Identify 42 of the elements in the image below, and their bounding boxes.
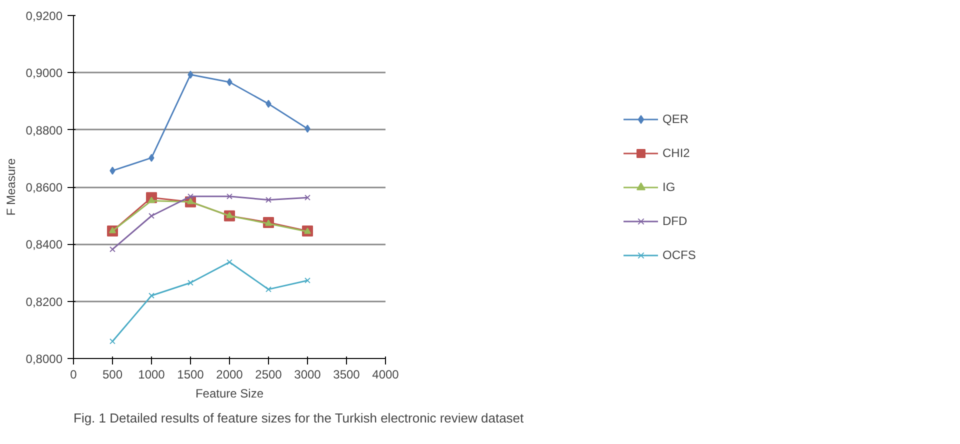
point [226, 259, 232, 266]
point [304, 194, 310, 201]
x-tick-label: 1000 [138, 368, 166, 382]
x-tick-label: 3500 [333, 368, 360, 382]
point [226, 193, 232, 200]
x-tick-label: 1500 [177, 368, 204, 382]
y-tick-label: 0,8800 [26, 123, 63, 138]
point [110, 338, 116, 344]
point [266, 196, 272, 203]
point [266, 100, 272, 108]
y-tick-label: 0,8200 [26, 294, 63, 309]
point [148, 154, 154, 162]
point [226, 78, 232, 86]
point [188, 193, 194, 200]
legend-label: IG [662, 180, 676, 194]
point [148, 212, 154, 219]
point [304, 124, 310, 133]
y-tick-label: 0,9000 [26, 66, 63, 80]
point [188, 70, 194, 79]
x-tick-label: 500 [102, 368, 123, 382]
point [304, 277, 310, 284]
legend-label: OCFS [662, 248, 697, 262]
y-tick-label: 0,8000 [26, 352, 63, 366]
y-tick-label: 0,8400 [26, 238, 63, 252]
legend-label: DFD [662, 214, 688, 228]
point [266, 286, 272, 292]
point [188, 280, 194, 286]
x-tick-label: 3000 [294, 368, 322, 382]
point [148, 292, 154, 299]
point [110, 246, 116, 252]
x-tick-label: 2000 [216, 368, 244, 382]
x-axis-title: Feature Size [195, 386, 264, 400]
point [110, 166, 116, 175]
y-tick-label: 0,9200 [26, 9, 63, 23]
legend-label: CHI2 [662, 146, 691, 160]
caption: Fig. 1 Detailed results of feature sizes for the Turkish electronic review dataset [74, 410, 524, 426]
y-axis-title: F Measure [4, 158, 18, 216]
x-tick-label: 2500 [255, 368, 282, 382]
y-tick-label: 0,8600 [26, 180, 63, 194]
x-tick-label: 0 [70, 368, 78, 382]
x-tick-label: 4000 [372, 368, 400, 382]
legend-label: QER [662, 112, 690, 126]
